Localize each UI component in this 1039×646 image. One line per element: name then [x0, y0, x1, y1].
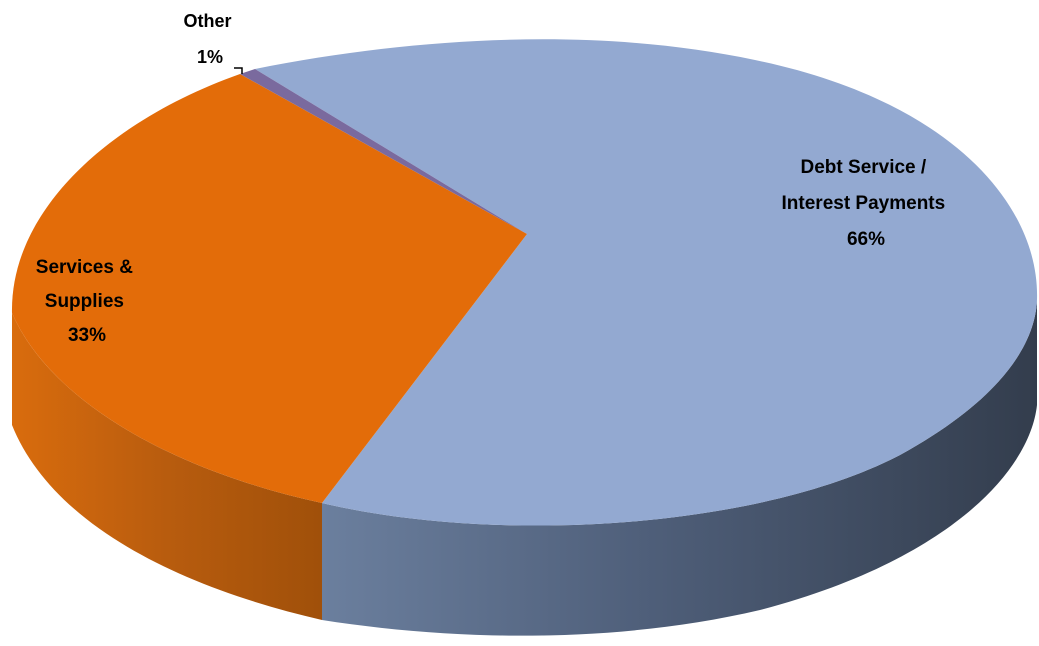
label-services-percent: 33% — [68, 325, 106, 346]
pie-side-debt-service — [322, 300, 1037, 636]
label-other: Other 1% — [183, 11, 236, 67]
label-other-line1: Other — [183, 11, 231, 31]
label-debt-line2: Interest Payments — [782, 193, 946, 214]
pie-side-services-supplies — [12, 313, 322, 620]
pie-slice-debt-service — [255, 39, 1038, 526]
pie-slice-services-supplies — [11, 74, 527, 503]
pie-slice-other — [240, 69, 527, 234]
label-services-line2: Supplies — [45, 291, 124, 312]
label-services-supplies: Services & Supplies 33% — [36, 257, 138, 346]
label-other-percent: 1% — [197, 47, 223, 67]
label-debt-service: Debt Service / Interest Payments 66% — [782, 157, 951, 250]
other-leader-line — [234, 67, 243, 74]
label-services-line1: Services & — [36, 257, 133, 278]
label-debt-line1: Debt Service / — [801, 157, 927, 178]
label-debt-percent: 66% — [847, 229, 885, 250]
